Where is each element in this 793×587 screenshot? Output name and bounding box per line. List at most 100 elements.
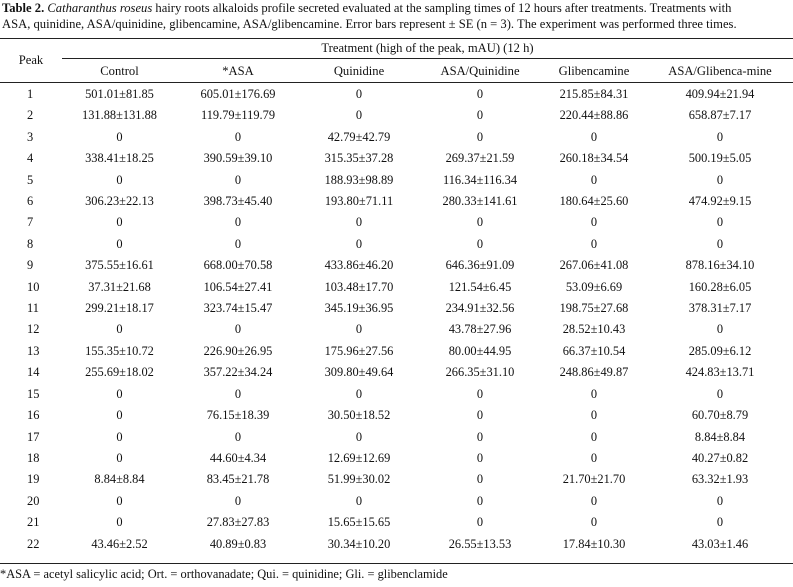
value-cell: 0 [716, 129, 724, 144]
value-cell: 0 [355, 87, 363, 101]
peak-cell: 6 [27, 194, 34, 209]
value-cell: 0 [476, 493, 484, 508]
value-cell: 0 [476, 129, 484, 144]
peak-cell: 17 [27, 429, 40, 444]
value-cell: 255.69±18.02 [85, 365, 154, 380]
value-cell: 280.33±141.61 [442, 194, 518, 209]
table-caption: Table 2. Catharanthus roseus hairy roots… [2, 0, 791, 32]
group-underline [62, 58, 793, 59]
value-cell: 433.86±46.20 [324, 258, 394, 273]
value-cell: 878.16±34.10 [685, 258, 755, 273]
value-cell: 0 [590, 129, 598, 144]
value-cell: 160.28±6.05 [688, 279, 752, 294]
treatment-group-header: Treatment (high of the peak, mAU) (12 h) [321, 41, 534, 55]
peak-cell: 11 [27, 301, 39, 316]
table-row: 5 0 0 188.93±98.89 116.34±116.34 0 0 [0, 170, 793, 191]
value-cell: 357.22±34.24 [203, 365, 273, 380]
column-header-glibencamine: Glibencamine [558, 64, 630, 78]
table-row: 12 0 0 0 43.78±27.96 28.52±10.43 0 [0, 319, 793, 340]
value-cell: 0 [716, 322, 724, 337]
table-row: 7 0 0 0 0 0 0 [0, 212, 793, 233]
value-cell: 0 [116, 429, 123, 444]
table-row: 21 0 27.83±27.83 15.65±15.65 0 0 0 [0, 512, 793, 533]
value-cell: 0 [234, 236, 242, 251]
value-cell: 0 [476, 450, 484, 465]
peak-cell: 1 [27, 87, 34, 101]
value-cell: 0 [116, 450, 123, 465]
value-cell: 28.52±10.43 [562, 322, 626, 337]
value-cell: 646.36±91.09 [445, 258, 515, 273]
value-cell: 345.19±36.95 [324, 301, 394, 316]
value-cell: 17.84±10.30 [562, 536, 626, 551]
value-cell: 116.34±116.34 [442, 172, 518, 187]
value-cell: 338.41±18.25 [85, 151, 154, 166]
value-cell: 0 [234, 129, 242, 144]
top-rule [0, 38, 793, 39]
value-cell: 0 [476, 236, 484, 251]
value-cell: 285.09±6.12 [688, 343, 752, 358]
value-cell: 106.54±27.41 [203, 279, 273, 294]
table-row: 17 0 0 0 0 0 8.84±8.84 [0, 427, 793, 448]
value-cell: 267.06±41.08 [559, 258, 629, 273]
peak-cell: 22 [27, 536, 40, 551]
value-cell: 0 [355, 429, 363, 444]
value-cell: 323.74±15.47 [203, 301, 273, 316]
value-cell: 0 [590, 172, 598, 187]
value-cell: 0 [116, 386, 123, 401]
value-cell: 175.96±27.56 [324, 343, 394, 358]
value-cell: 0 [355, 493, 363, 508]
value-cell: 43.03±1.46 [691, 536, 749, 551]
value-cell: 0 [355, 386, 363, 401]
value-cell: 0 [116, 493, 123, 508]
value-cell: 40.89±0.83 [209, 536, 267, 551]
value-cell: 60.70±8.79 [691, 408, 749, 423]
value-cell: 0 [590, 450, 598, 465]
value-cell: 121.54±6.45 [448, 279, 512, 294]
table-row: 6 306.23±22.13 398.73±45.40 193.80±71.11 280… [0, 191, 793, 212]
table-row: 10 37.31±21.68 106.54±27.41 103.48±17.70 121… [0, 277, 793, 298]
value-cell: 0 [716, 215, 724, 230]
value-cell: 0 [716, 515, 724, 530]
value-cell: 0 [116, 172, 123, 187]
value-cell: 474.92±9.15 [688, 194, 752, 209]
value-cell: 8.84±8.84 [694, 429, 746, 444]
value-cell: 0 [234, 493, 242, 508]
value-cell: 0 [476, 408, 484, 423]
column-header-asa: *ASA [222, 64, 254, 78]
table-row: 2 131.88±131.88 119.79±119.79 0 0 220.44±88.8… [0, 105, 793, 126]
value-cell: 103.48±17.70 [324, 279, 394, 294]
table-row: 8 0 0 0 0 0 0 [0, 234, 793, 255]
value-cell: 0 [476, 215, 484, 230]
value-cell: 0 [234, 172, 242, 187]
value-cell: 0 [476, 472, 484, 487]
table-row: 15 0 0 0 0 0 0 [0, 384, 793, 405]
value-cell: 0 [116, 215, 123, 230]
value-cell: 51.99±30.02 [327, 472, 391, 487]
value-cell: 306.23±22.13 [85, 194, 154, 209]
data-table: 1 501.01±81.85 605.01±176.69 0 0 215.85±84.31… [0, 84, 793, 555]
value-cell: 131.88±131.88 [82, 108, 157, 123]
table-body: 1 501.01±81.85 605.01±176.69 0 0 215.85±84.31… [0, 84, 793, 555]
value-cell: 198.75±27.68 [559, 301, 629, 316]
value-cell: 15.65±15.65 [327, 515, 391, 530]
peak-cell: 16 [27, 408, 40, 423]
value-cell: 180.64±25.60 [559, 194, 629, 209]
caption-text-line2: ASA, quinidine, ASA/quinidine, glibencam… [2, 17, 737, 31]
value-cell: 12.69±12.69 [327, 450, 391, 465]
value-cell: 53.09±6.69 [565, 279, 623, 294]
value-cell: 0 [234, 322, 242, 337]
value-cell: 266.35±31.10 [445, 365, 515, 380]
value-cell: 155.35±10.72 [85, 343, 154, 358]
value-cell: 260.18±34.54 [559, 151, 629, 166]
value-cell: 0 [355, 322, 363, 337]
value-cell: 30.34±10.20 [327, 536, 391, 551]
peak-cell: 14 [27, 365, 40, 380]
table-row: 4 338.41±18.25 390.59±39.10 315.35±37.28 269… [0, 148, 793, 169]
value-cell: 0 [590, 429, 598, 444]
value-cell: 0 [716, 386, 724, 401]
value-cell: 390.59±39.10 [203, 151, 273, 166]
peak-cell: 9 [27, 258, 34, 273]
value-cell: 44.60±4.34 [209, 450, 267, 465]
table-row: 3 0 0 42.79±42.79 0 0 0 [0, 127, 793, 148]
value-cell: 21.70±21.70 [562, 472, 626, 487]
